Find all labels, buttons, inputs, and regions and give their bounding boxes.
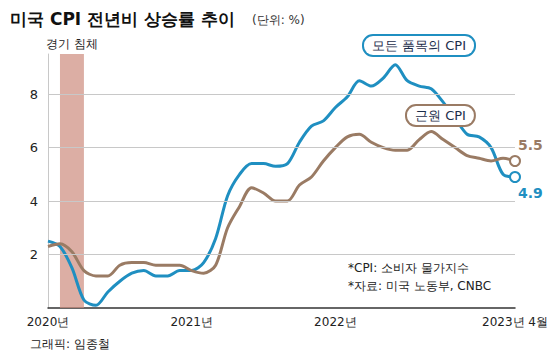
svg-text:모든 품목의 CPI: 모든 품목의 CPI	[372, 38, 466, 53]
svg-text:*자료: 미국 노동부, CNBC: *자료: 미국 노동부, CNBC	[348, 279, 491, 293]
svg-text:*CPI: 소비자 물가지수: *CPI: 소비자 물가지수	[348, 261, 469, 275]
svg-text:4: 4	[30, 194, 38, 209]
svg-text:6: 6	[30, 140, 38, 155]
svg-text:미국 CPI 전년비 상승률 추이: 미국 CPI 전년비 상승률 추이	[10, 9, 235, 29]
svg-text:2020년: 2020년	[27, 315, 70, 329]
svg-text:2023년 4월: 2023년 4월	[482, 315, 548, 329]
svg-text:그래픽: 임종철: 그래픽: 임종철	[30, 337, 110, 351]
svg-text:5.5: 5.5	[518, 137, 543, 153]
svg-text:8: 8	[30, 87, 38, 102]
svg-text:2021년: 2021년	[170, 315, 213, 329]
svg-text:2: 2	[30, 247, 38, 262]
svg-text:근원 CPI: 근원 CPI	[415, 108, 466, 123]
svg-text:경기 침체: 경기 침체	[46, 37, 98, 51]
svg-text:(단위: %): (단위: %)	[252, 13, 305, 27]
svg-text:2022년: 2022년	[314, 315, 357, 329]
svg-text:4.9: 4.9	[518, 185, 543, 201]
